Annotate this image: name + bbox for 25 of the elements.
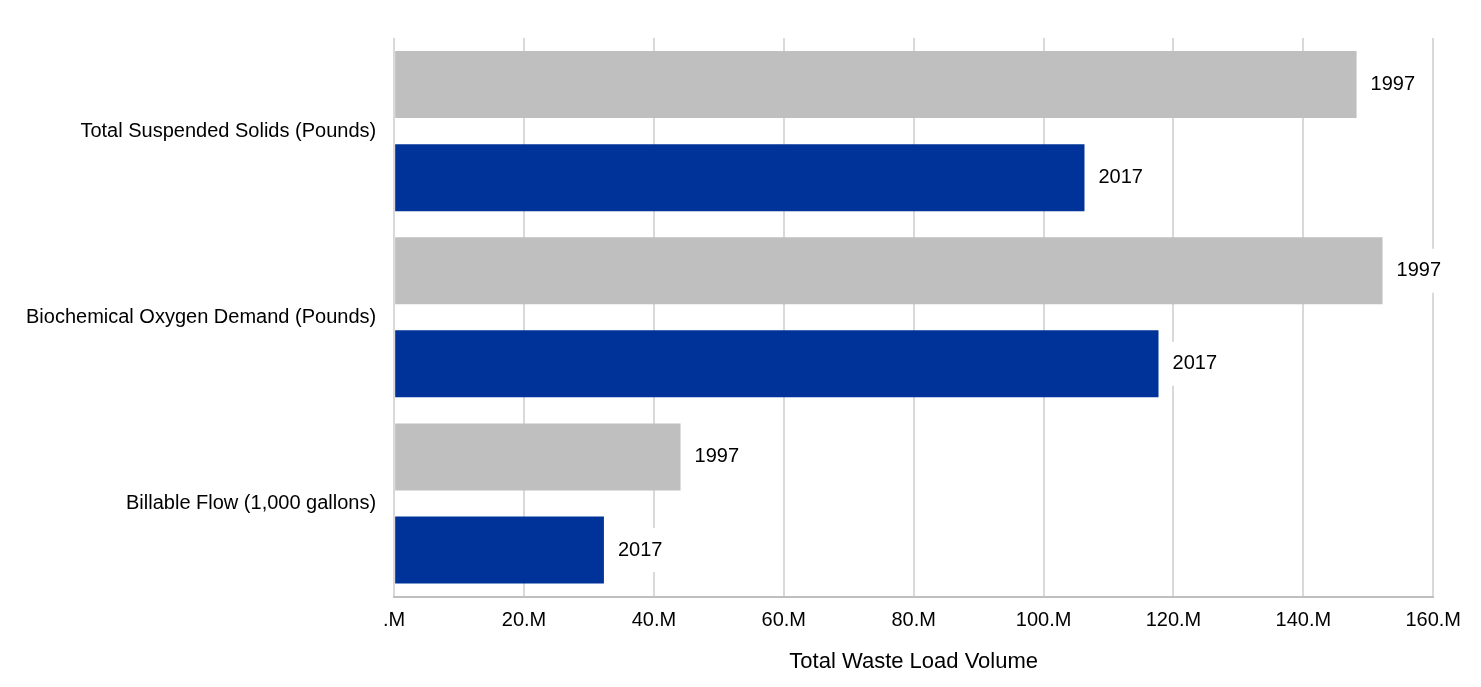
bar — [395, 516, 604, 584]
text: 1997 — [1396, 258, 1442, 281]
bar — [395, 330, 1159, 398]
y-tick-label: Total Suspended Solids (Pounds) — [80, 118, 377, 141]
series-label: 2017 — [1098, 165, 1143, 188]
x-tick-label: 80.M — [891, 608, 936, 631]
x-tick-label: 60.M — [761, 608, 807, 631]
series-label: 1997 — [1370, 72, 1416, 95]
bar — [395, 51, 1357, 119]
x-tick-label: 160.M — [1405, 608, 1461, 631]
x-tick-label: 100.M — [1015, 608, 1072, 631]
y-tick-label: Biochemical Oxygen Demand (Pounds) — [25, 304, 377, 327]
bar — [395, 237, 1383, 305]
x-tick-label: .M — [383, 608, 406, 631]
x-tick-label: 40.M — [631, 608, 677, 631]
x-tick-label: 20.M — [501, 608, 547, 631]
text: 2017 — [1172, 351, 1218, 374]
text: 1997 — [694, 444, 740, 467]
x-axis-title: Total Waste Load Volume — [789, 647, 1039, 673]
bar — [395, 144, 1085, 212]
x-tick-label: 120.M — [1145, 608, 1202, 631]
x-tick-label: 140.M — [1275, 608, 1332, 631]
text: 2017 — [617, 537, 663, 560]
y-tick-label: Billable Flow (1,000 gallons) — [126, 491, 377, 514]
bar — [395, 423, 681, 491]
